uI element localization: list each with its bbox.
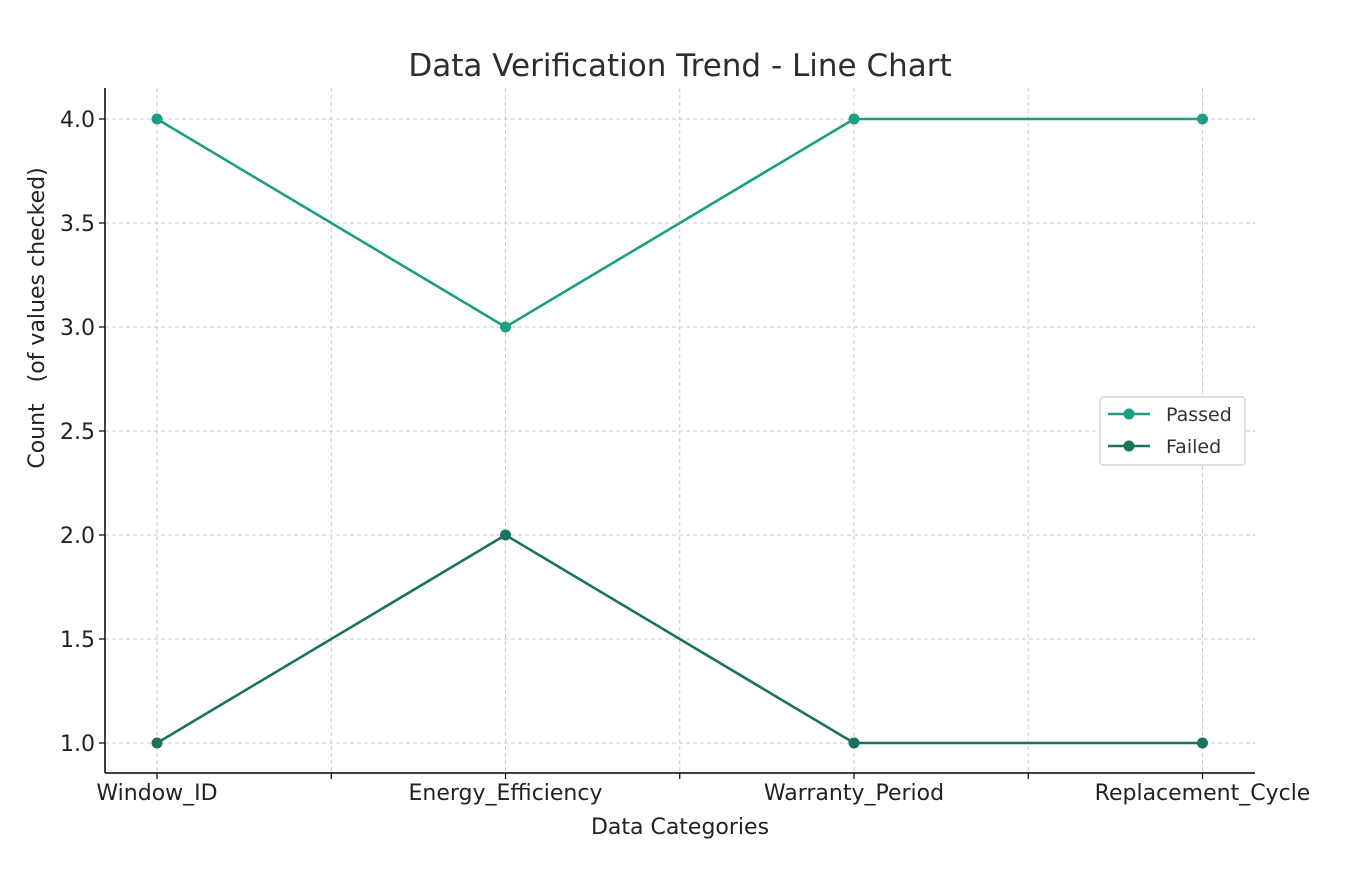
data-point-passed — [500, 321, 511, 333]
legend-label-passed: Passed — [1166, 404, 1232, 426]
legend-swatch-marker-passed — [1123, 408, 1135, 420]
data-point-failed — [1197, 737, 1208, 749]
y-tick-label: 3.0 — [60, 316, 95, 341]
x-tick-label: Warranty_Period — [764, 781, 944, 806]
data-point-failed — [848, 737, 860, 749]
chart-title: Data Verification Trend - Line Chart — [408, 48, 951, 84]
series-line-failed — [155, 533, 1204, 745]
data-point-failed — [151, 737, 163, 749]
x-axis-label: Data Categories — [591, 815, 769, 840]
legend-swatch-marker-failed — [1123, 440, 1135, 452]
y-tick-label: 2.0 — [60, 524, 95, 549]
legend-label-failed: Failed — [1166, 436, 1221, 458]
x-tick-label: Window_ID — [96, 781, 217, 806]
axes: 1.0 1.5 2.0 2.5 3.0 3.5 4.0 Window_ID Energy_Eff… — [60, 88, 1310, 806]
data-point-passed — [151, 113, 163, 125]
data-point-passed — [848, 113, 860, 125]
legend: Passed Failed — [1099, 396, 1246, 466]
data-point-failed — [500, 529, 511, 541]
y-tick-label: 2.5 — [60, 420, 95, 445]
y-tick-label: 1.0 — [60, 732, 95, 757]
series-group — [151, 113, 1208, 749]
y-tick-label: 3.5 — [60, 212, 95, 237]
data-point-passed — [1197, 113, 1208, 125]
x-tick-label: Energy_Efficiency — [409, 781, 603, 806]
series-line-passed — [155, 117, 1204, 329]
y-axis-label: Count (of values checked) — [25, 167, 50, 468]
x-tick-label: Replacement_Cycle — [1095, 781, 1311, 806]
y-tick-label: 1.5 — [60, 628, 95, 653]
y-tick-label: 4.0 — [60, 108, 95, 133]
